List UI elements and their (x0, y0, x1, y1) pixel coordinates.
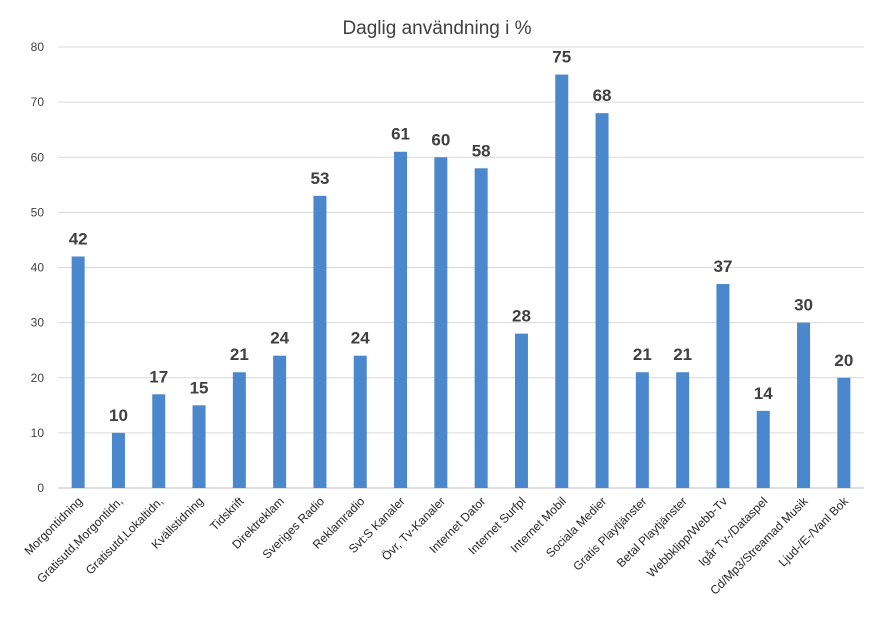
y-tick-label: 10 (31, 426, 45, 440)
bar (797, 322, 811, 488)
bar (514, 333, 528, 488)
data-label: 24 (270, 329, 289, 348)
y-tick-label: 60 (31, 150, 45, 164)
bar (313, 195, 327, 488)
data-label: 61 (391, 125, 410, 144)
y-tick-label: 20 (31, 371, 45, 385)
bar (71, 256, 85, 488)
y-tick-label: 70 (31, 95, 45, 109)
bars (71, 74, 851, 489)
bar (152, 394, 166, 488)
data-label: 24 (351, 329, 370, 348)
bar (434, 157, 448, 488)
y-tick-label: 0 (37, 481, 44, 495)
bar (192, 405, 206, 488)
bar (756, 410, 770, 488)
data-label: 21 (673, 345, 692, 364)
data-label: 14 (754, 384, 773, 403)
data-labels: 42 10 17 15 21 24 53 24 61 60 58 28 75 68 21 21 37 14 30 20 (69, 48, 854, 425)
y-tick-label: 30 (31, 316, 45, 330)
chart-title: Daglig användning i % (342, 18, 531, 39)
data-label: 58 (472, 141, 491, 160)
data-label: 28 (512, 307, 531, 326)
bar (676, 372, 690, 488)
x-tick-label: Gratis Playtjänster (570, 494, 649, 573)
data-label: 21 (230, 345, 249, 364)
y-axis-ticks: 0 10 20 30 40 50 60 70 80 (31, 40, 45, 495)
data-label: 15 (190, 378, 209, 397)
data-label: 42 (69, 229, 88, 248)
bar (595, 113, 609, 489)
bar (232, 372, 246, 488)
bar (635, 372, 649, 488)
bar (353, 355, 367, 488)
x-tick-label: Betal Playtjänster (614, 494, 690, 570)
data-label: 68 (593, 86, 612, 105)
bar (716, 284, 730, 488)
data-label: 10 (109, 406, 128, 425)
x-axis-ticks: MorgontidningGratisutd,Morgontidn,Gratis… (22, 494, 852, 598)
x-tick-label: Ljud-/E-/Vanl Bok (776, 494, 852, 570)
data-label: 21 (633, 345, 652, 364)
bar (111, 432, 125, 488)
bar (394, 151, 408, 489)
bar (273, 355, 287, 488)
y-tick-label: 80 (31, 40, 45, 54)
bar (555, 74, 569, 488)
data-label: 20 (834, 351, 853, 370)
bar (837, 377, 851, 488)
data-label: 60 (431, 130, 450, 149)
y-tick-label: 40 (31, 261, 45, 275)
y-tick-label: 50 (31, 205, 45, 219)
data-label: 30 (794, 296, 813, 315)
bar (474, 168, 488, 488)
x-tick-label: Igår Tv-/Dataspel (696, 494, 771, 569)
gridlines (58, 46, 864, 489)
data-label: 75 (552, 48, 571, 67)
x-tick-label: Tidskrift (207, 494, 247, 534)
data-label: 53 (310, 169, 329, 188)
data-label: 17 (149, 367, 168, 386)
data-label: 37 (713, 257, 732, 276)
